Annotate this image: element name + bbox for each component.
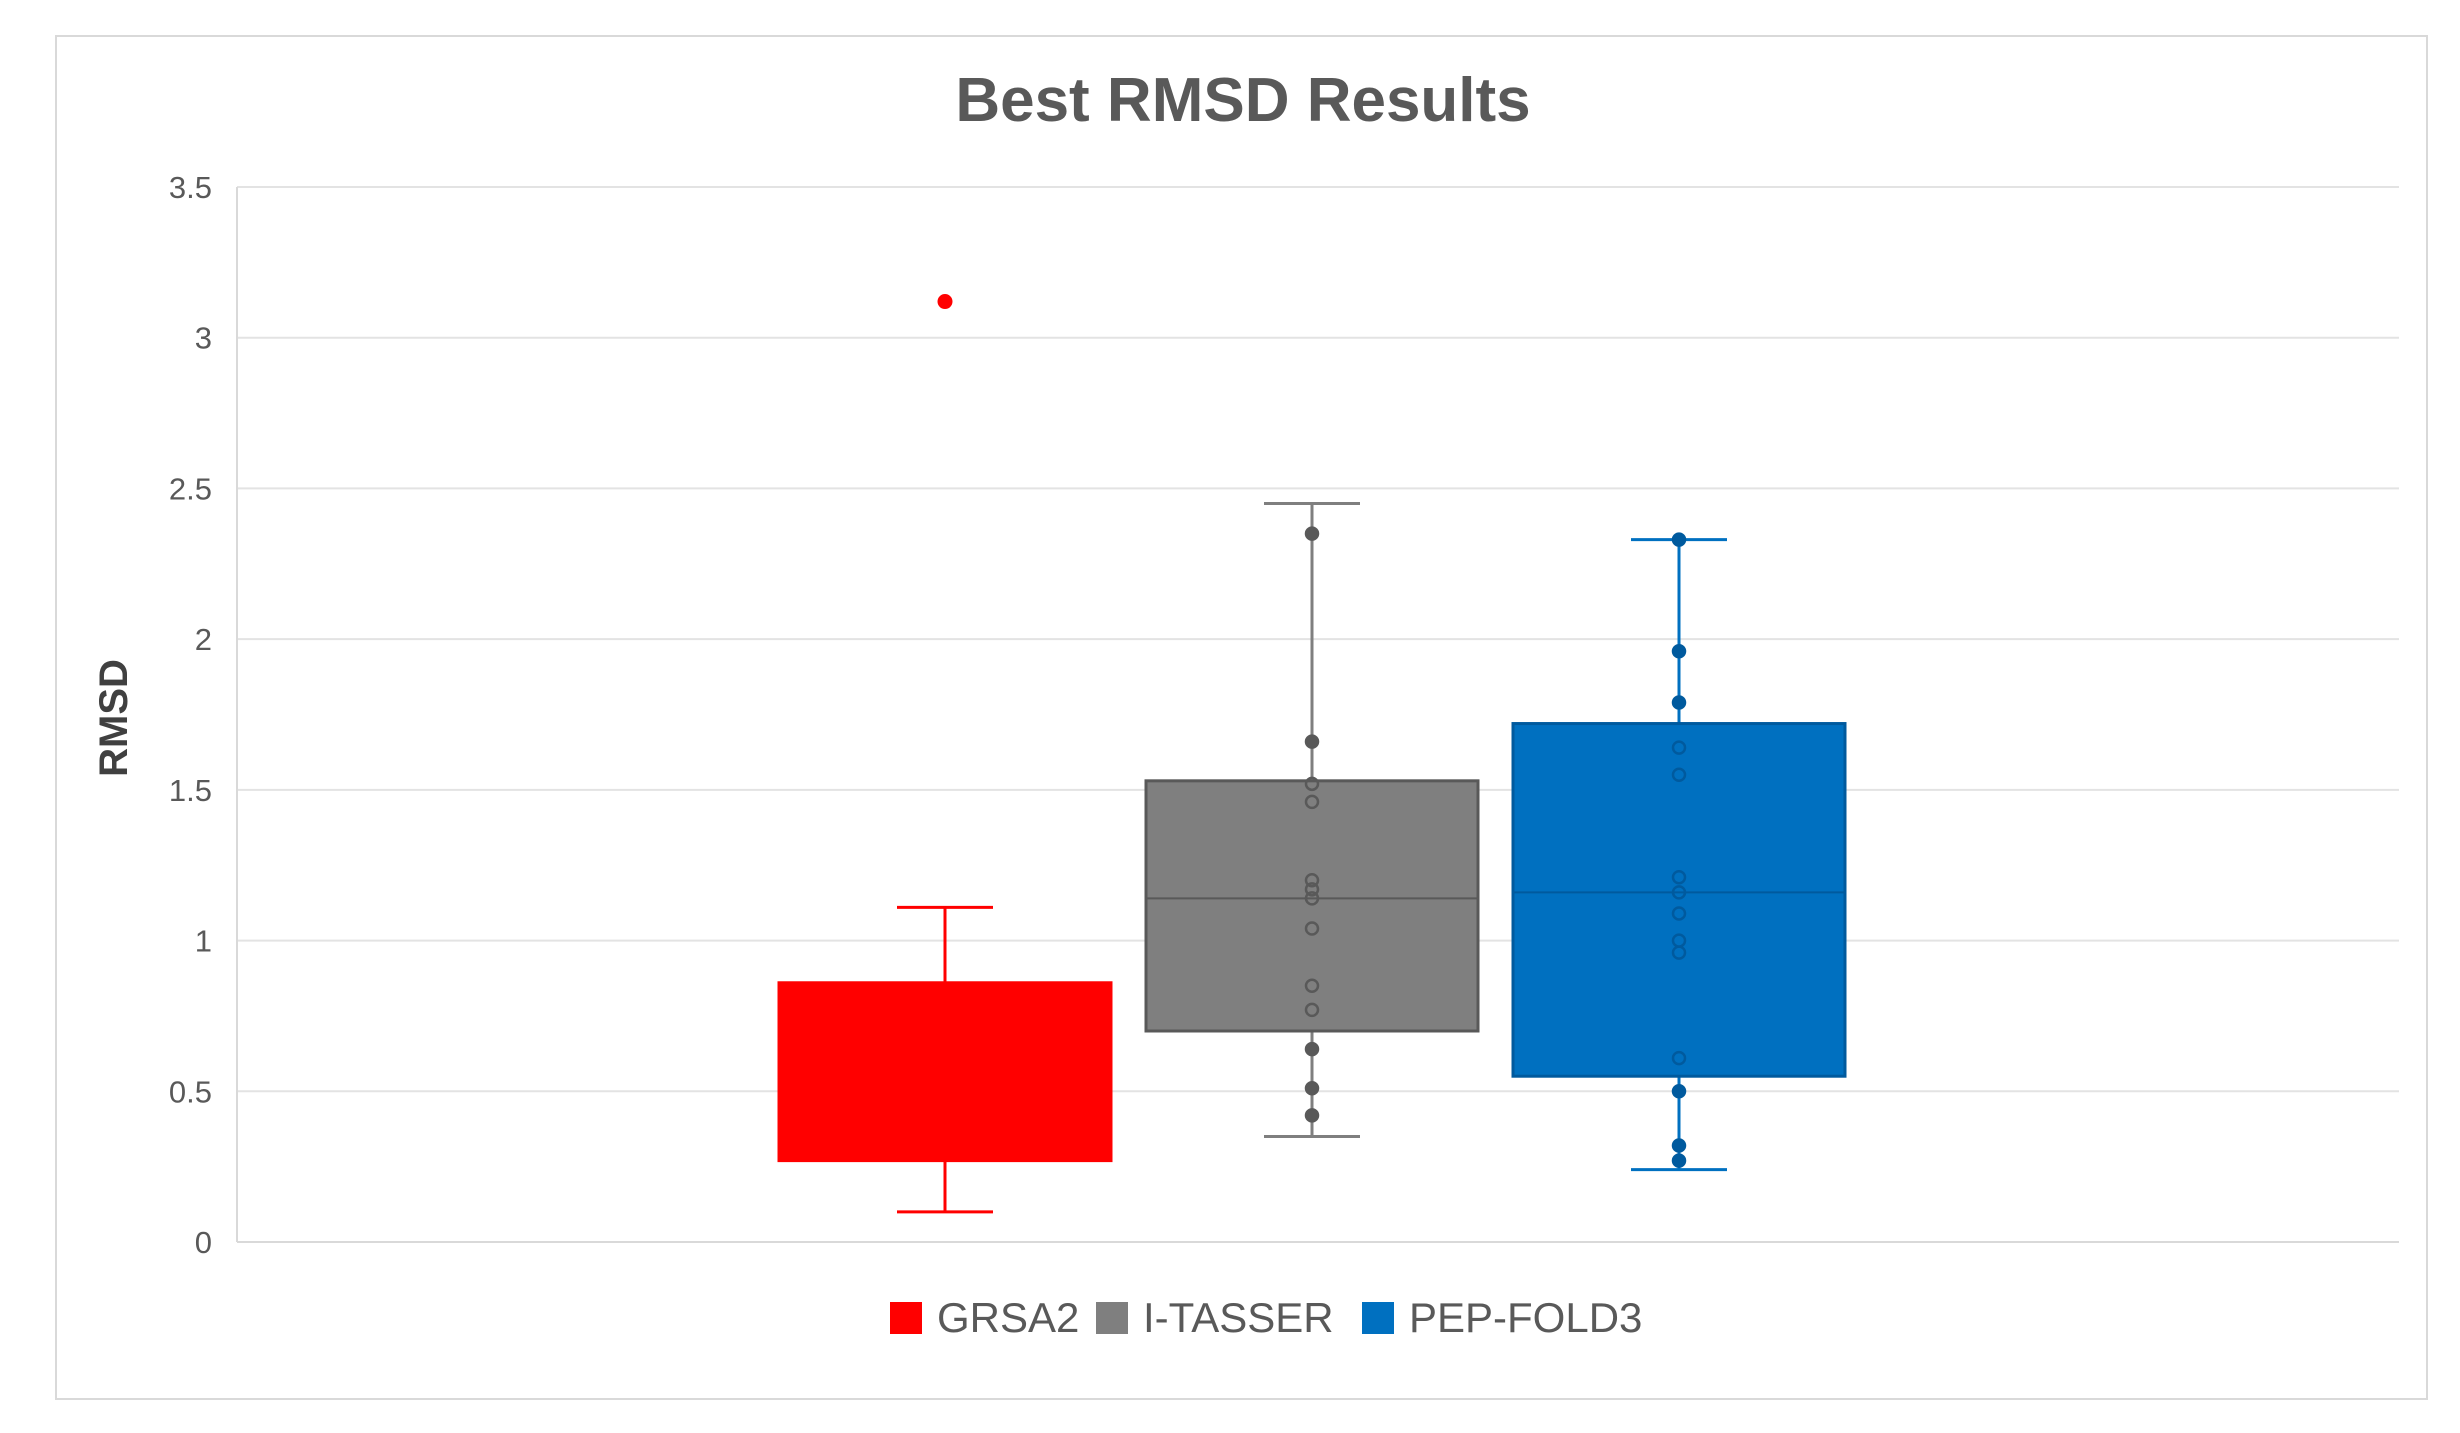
data-point <box>1304 734 1320 749</box>
y-tick-label: 2 <box>195 622 212 657</box>
data-point <box>1304 891 1320 906</box>
y-axis-label: RMSD <box>92 659 136 777</box>
box-pep-fold3 <box>1511 532 1847 1172</box>
legend-item-pep-fold3: PEP-FOLD3 <box>1362 1294 1642 1341</box>
outlier-point <box>937 294 953 310</box>
box-plot-chart: 00.511.522.533.5 Best RMSD Results RMSD … <box>92 66 2399 1341</box>
y-tick-label: 2.5 <box>169 471 212 506</box>
box-series <box>777 294 1847 1214</box>
legend-swatch <box>890 1302 922 1334</box>
data-point <box>1304 776 1320 792</box>
data-point <box>1671 1084 1687 1099</box>
legend-label: PEP-FOLD3 <box>1409 1294 1642 1341</box>
data-point <box>1671 906 1687 921</box>
data-point <box>1304 921 1320 936</box>
data-point <box>1671 1153 1687 1168</box>
data-point <box>1671 695 1687 710</box>
legend-label: I-TASSER <box>1143 1294 1334 1341</box>
data-point <box>1304 526 1320 541</box>
data-point <box>1671 870 1687 885</box>
data-point <box>1304 1002 1320 1018</box>
data-point <box>1671 643 1687 659</box>
legend-item-grsa2: GRSA2 <box>890 1294 1079 1341</box>
box-grsa2 <box>777 294 1113 1214</box>
y-tick-label: 1.5 <box>169 773 212 808</box>
data-point <box>1671 885 1687 900</box>
data-point <box>1304 873 1320 888</box>
data-point <box>1671 945 1687 960</box>
y-axis-ticks: 0 0.5 1 1.5 2 2.5 3 3.5 <box>169 170 212 1260</box>
data-point <box>1304 1108 1320 1123</box>
y-tick-label: 1 <box>195 924 212 959</box>
data-point <box>1304 1081 1320 1096</box>
legend-item-i-tasser: I-TASSER <box>1096 1294 1334 1341</box>
iqr-box <box>777 981 1113 1163</box>
data-point <box>1304 1041 1320 1057</box>
y-tick-label: 0.5 <box>169 1074 212 1109</box>
data-point <box>1304 882 1320 897</box>
data-point <box>1671 1050 1687 1066</box>
data-point <box>1304 794 1320 810</box>
iqr-box <box>1511 722 1847 1078</box>
iqr-box <box>1144 779 1480 1033</box>
legend-swatch <box>1362 1302 1394 1334</box>
legend-swatch <box>1096 1302 1128 1334</box>
data-point <box>1304 978 1320 994</box>
y-tick-label: 3.5 <box>169 170 212 205</box>
chart-title: Best RMSD Results <box>955 66 1530 135</box>
gridlines <box>236 186 2399 1243</box>
data-point <box>1671 767 1687 783</box>
legend-label: GRSA2 <box>937 1294 1079 1341</box>
y-tick-label: 0 <box>195 1225 212 1260</box>
y-tick-label: 3 <box>195 321 212 356</box>
chart-frame: 0 0.5 1 1.5 2 2.5 3 3.5 Best RMSD Results RMSD … <box>55 35 2428 1400</box>
box-i-tasser <box>1144 502 1480 1138</box>
data-point <box>1671 1138 1687 1153</box>
data-point <box>1671 532 1687 547</box>
data-point <box>1671 740 1687 755</box>
legend: GRSA2 I-TASSER PEP-FOLD3 <box>890 1294 1642 1341</box>
